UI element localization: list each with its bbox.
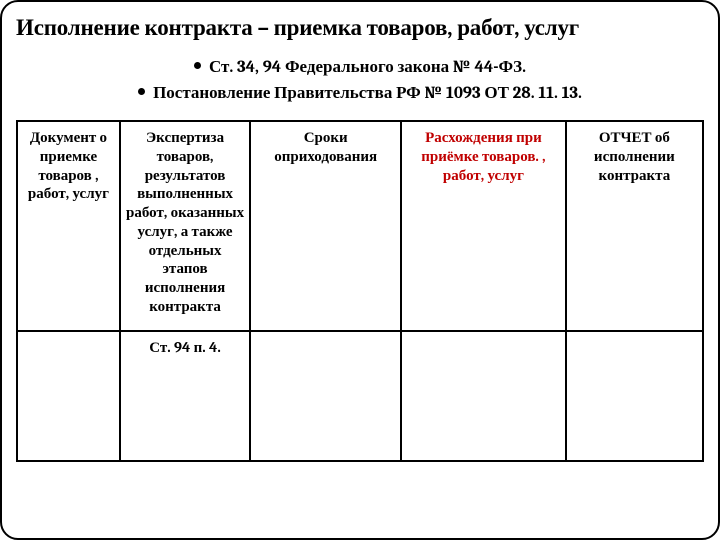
bullet-list: Ст. 34, 94 Федерального закона № 44-ФЗ. …: [16, 55, 704, 106]
table-cell: [566, 331, 703, 461]
table-header-cell: Сроки оприходования: [250, 121, 401, 331]
bullet-text: Постановление Правительства РФ № 1093 ОТ…: [153, 84, 582, 103]
slide-title: Исполнение контракта – приемка товаров, …: [16, 14, 704, 41]
table-cell: [401, 331, 566, 461]
header-text: Документ о приемке товаров , работ, услу…: [28, 128, 109, 202]
bullet-dot-icon: [138, 88, 145, 95]
bullet-text: Ст. 34, 94 Федерального закона № 44-ФЗ.: [209, 58, 526, 77]
slide-frame: Исполнение контракта – приемка товаров, …: [0, 0, 720, 540]
header-text: Расхождения при приёмке товаров. , работ…: [421, 128, 545, 184]
header-text: Сроки оприходования: [274, 128, 377, 165]
table-header-cell: Расхождения при приёмке товаров. , работ…: [401, 121, 566, 331]
table-cell: Ст. 94 п. 4.: [120, 331, 250, 461]
table-cell: [17, 331, 120, 461]
table-header-cell: Документ о приемке товаров , работ, услу…: [17, 121, 120, 331]
table-cell: [250, 331, 401, 461]
contract-table: Документ о приемке товаров , работ, услу…: [16, 120, 704, 462]
table-header-row: Документ о приемке товаров , работ, услу…: [17, 121, 703, 331]
table-header-cell: ОТЧЕТ об исполнении контракта: [566, 121, 703, 331]
table-row: Ст. 94 п. 4.: [17, 331, 703, 461]
bullet-dot-icon: [194, 62, 201, 69]
bullet-item: Постановление Правительства РФ № 1093 ОТ…: [16, 81, 704, 107]
header-text: ОТЧЕТ об исполнении контракта: [594, 128, 675, 184]
bullet-item: Ст. 34, 94 Федерального закона № 44-ФЗ.: [16, 55, 704, 81]
header-text: Экспертиза товаров, результатов выполнен…: [126, 128, 244, 315]
table-header-cell: Экспертиза товаров, результатов выполнен…: [120, 121, 250, 331]
